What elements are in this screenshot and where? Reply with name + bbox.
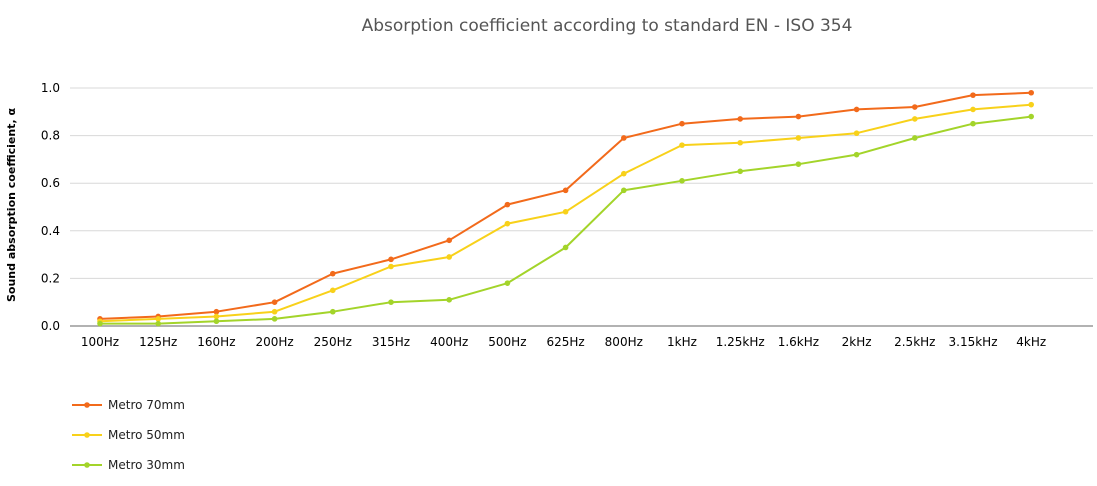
legend-label: Metro 30mm bbox=[108, 458, 185, 472]
legend-item[interactable]: Metro 30mm bbox=[72, 458, 185, 472]
series-3 bbox=[97, 113, 1034, 327]
data-point[interactable] bbox=[1028, 101, 1034, 108]
data-point[interactable] bbox=[446, 297, 453, 303]
data-point[interactable] bbox=[912, 104, 918, 110]
data-point[interactable] bbox=[97, 320, 103, 327]
data-point[interactable] bbox=[271, 316, 278, 322]
x-tick-label: 1kHz bbox=[667, 335, 697, 349]
data-point[interactable] bbox=[271, 308, 278, 315]
data-point[interactable] bbox=[737, 116, 743, 122]
data-point[interactable] bbox=[446, 237, 453, 244]
x-tick-label: 3.15kHz bbox=[949, 335, 998, 349]
data-point[interactable] bbox=[970, 120, 976, 127]
data-point[interactable] bbox=[504, 201, 511, 208]
legend-item[interactable]: Metro 70mm bbox=[72, 398, 185, 412]
y-tick-label: 0.0 bbox=[41, 319, 60, 333]
data-point[interactable] bbox=[737, 168, 743, 175]
data-point[interactable] bbox=[562, 208, 569, 215]
y-tick-label: 1.0 bbox=[41, 81, 60, 95]
data-point[interactable] bbox=[271, 299, 278, 306]
data-point[interactable] bbox=[330, 287, 336, 294]
legend-marker bbox=[84, 462, 90, 468]
data-point[interactable] bbox=[504, 220, 511, 227]
x-tick-label: 2kHz bbox=[842, 335, 872, 349]
data-point[interactable] bbox=[853, 130, 860, 137]
y-axis-label: Sound absorption coefficient, α bbox=[5, 108, 18, 302]
data-point[interactable] bbox=[970, 92, 976, 98]
x-tick-label: 2.5kHz bbox=[894, 335, 935, 349]
data-point[interactable] bbox=[795, 113, 802, 120]
data-point[interactable] bbox=[679, 178, 685, 184]
data-point[interactable] bbox=[213, 318, 220, 325]
data-point[interactable] bbox=[970, 106, 976, 113]
data-point[interactable] bbox=[795, 135, 802, 141]
x-tick-label: 100Hz bbox=[81, 335, 119, 349]
data-point[interactable] bbox=[388, 256, 394, 263]
legend-label: Metro 50mm bbox=[108, 428, 185, 442]
data-point[interactable] bbox=[213, 313, 220, 320]
legend-marker bbox=[84, 402, 90, 408]
data-point[interactable] bbox=[446, 254, 453, 260]
data-point[interactable] bbox=[1028, 89, 1034, 96]
legend[interactable]: Metro 70mm Metro 50mm Metro 30mm bbox=[72, 398, 185, 472]
x-tick-label: 500Hz bbox=[488, 335, 526, 349]
data-point[interactable] bbox=[213, 308, 220, 315]
data-point[interactable] bbox=[1028, 113, 1034, 120]
data-point[interactable] bbox=[562, 244, 569, 251]
x-tick-label: 160Hz bbox=[197, 335, 235, 349]
x-tick-label: 200Hz bbox=[255, 335, 293, 349]
x-tick-label: 1.6kHz bbox=[778, 335, 819, 349]
data-point[interactable] bbox=[853, 151, 860, 158]
data-point[interactable] bbox=[330, 270, 336, 277]
data-point[interactable] bbox=[155, 320, 161, 327]
x-tick-label: 625Hz bbox=[546, 335, 584, 349]
data-point[interactable] bbox=[912, 135, 918, 141]
series-line bbox=[99, 91, 1032, 320]
data-point[interactable] bbox=[912, 116, 918, 122]
gridlines bbox=[70, 87, 1093, 279]
legend-label: Metro 70mm bbox=[108, 398, 185, 412]
data-point[interactable] bbox=[679, 142, 685, 148]
y-tick-label: 0.2 bbox=[41, 271, 60, 285]
legend-item[interactable]: Metro 50mm bbox=[72, 428, 185, 442]
data-point[interactable] bbox=[737, 139, 743, 146]
data-point[interactable] bbox=[621, 170, 627, 177]
chart-title: Absorption coefficient according to stan… bbox=[362, 16, 853, 36]
x-tick-label: 315Hz bbox=[372, 335, 410, 349]
data-point[interactable] bbox=[388, 263, 394, 270]
data-point[interactable] bbox=[679, 120, 685, 127]
series-1 bbox=[97, 89, 1034, 322]
data-point[interactable] bbox=[388, 299, 394, 306]
data-point[interactable] bbox=[853, 106, 860, 113]
y-tick-label: 0.4 bbox=[41, 224, 60, 238]
data-point[interactable] bbox=[330, 308, 336, 315]
x-tick-label: 125Hz bbox=[139, 335, 177, 349]
x-tick-label: 250Hz bbox=[314, 335, 352, 349]
data-point[interactable] bbox=[621, 135, 627, 141]
x-tick-label: 400Hz bbox=[430, 335, 468, 349]
data-point[interactable] bbox=[155, 316, 161, 322]
data-point[interactable] bbox=[504, 280, 511, 286]
y-tick-label: 0.8 bbox=[41, 129, 60, 143]
x-tick-label: 800Hz bbox=[605, 335, 643, 349]
data-point[interactable] bbox=[621, 187, 627, 194]
series-line bbox=[100, 115, 1032, 325]
axes: 0.0 0.2 0.4 0.6 0.8 1.0 100Hz 125Hz 160Hz 200Hz 25… bbox=[41, 81, 1093, 349]
data-point[interactable] bbox=[562, 187, 569, 194]
x-tick-label: 4kHz bbox=[1016, 335, 1046, 349]
series-lines bbox=[97, 89, 1034, 327]
data-point[interactable] bbox=[795, 161, 802, 167]
y-tick-label: 0.6 bbox=[41, 176, 60, 190]
legend-marker bbox=[84, 432, 90, 438]
x-tick-label: 1.25kHz bbox=[716, 335, 765, 349]
